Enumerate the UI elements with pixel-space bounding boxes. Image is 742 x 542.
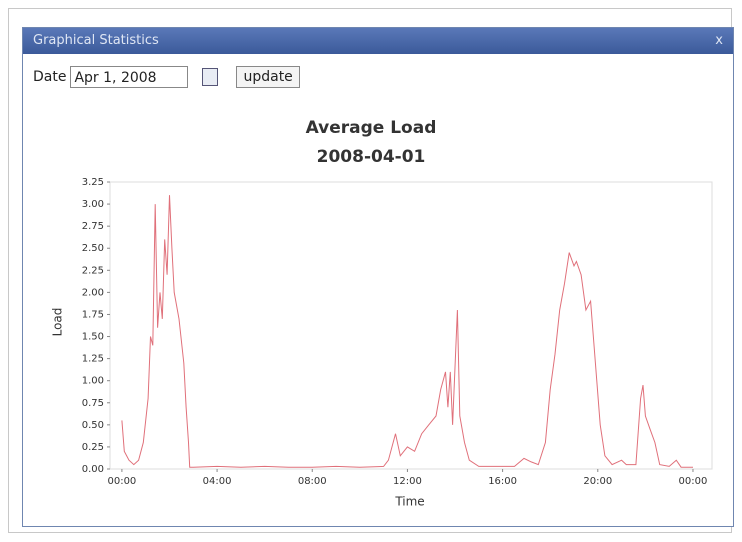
y-tick-label: 2.25 <box>82 265 104 276</box>
plot-area <box>109 181 713 470</box>
x-tick-label: 00:00 <box>107 476 136 487</box>
y-axis-label: Load <box>51 308 65 337</box>
y-tick-label: 1.75 <box>82 309 104 320</box>
chart-title: Average Load <box>306 118 437 138</box>
x-tick-label: 04:00 <box>203 476 232 487</box>
y-tick-label: 2.50 <box>82 243 104 254</box>
date-label: Date <box>33 69 67 85</box>
y-tick-label: 1.50 <box>82 332 104 343</box>
y-tick-label: 0.00 <box>82 464 104 475</box>
y-tick-label: 1.25 <box>82 354 104 365</box>
y-tick-label: 2.00 <box>82 287 104 298</box>
y-tick-label: 3.25 <box>82 177 104 188</box>
x-tick-label: 16:00 <box>488 476 517 487</box>
y-tick-label: 0.50 <box>82 420 104 431</box>
x-tick-label: 00:00 <box>679 476 708 487</box>
update-button[interactable]: update <box>236 66 300 88</box>
x-axis-label: Time <box>394 495 424 509</box>
x-tick-label: 20:00 <box>583 476 612 487</box>
chart-subtitle: 2008-04-01 <box>317 147 426 167</box>
x-tick-label: 12:00 <box>393 476 422 487</box>
dialog: Graphical Statistics x Date Apr 1, 2008 … <box>22 27 734 527</box>
y-tick-label: 2.75 <box>82 221 104 232</box>
y-tick-label: 0.25 <box>82 442 104 453</box>
load-line <box>121 195 693 468</box>
calendar-icon[interactable] <box>202 68 219 86</box>
y-tick-label: 0.75 <box>82 398 104 409</box>
window-title: Graphical Statistics <box>33 33 159 48</box>
date-input[interactable]: Apr 1, 2008 <box>70 66 189 88</box>
y-tick-label: 1.00 <box>82 376 104 387</box>
date-form: Date Apr 1, 2008 update <box>33 66 300 88</box>
y-tick-label: 3.00 <box>82 199 104 210</box>
close-button[interactable]: x <box>715 33 723 48</box>
title-bar: Graphical Statistics x <box>23 28 733 54</box>
x-tick-label: 08:00 <box>298 476 327 487</box>
